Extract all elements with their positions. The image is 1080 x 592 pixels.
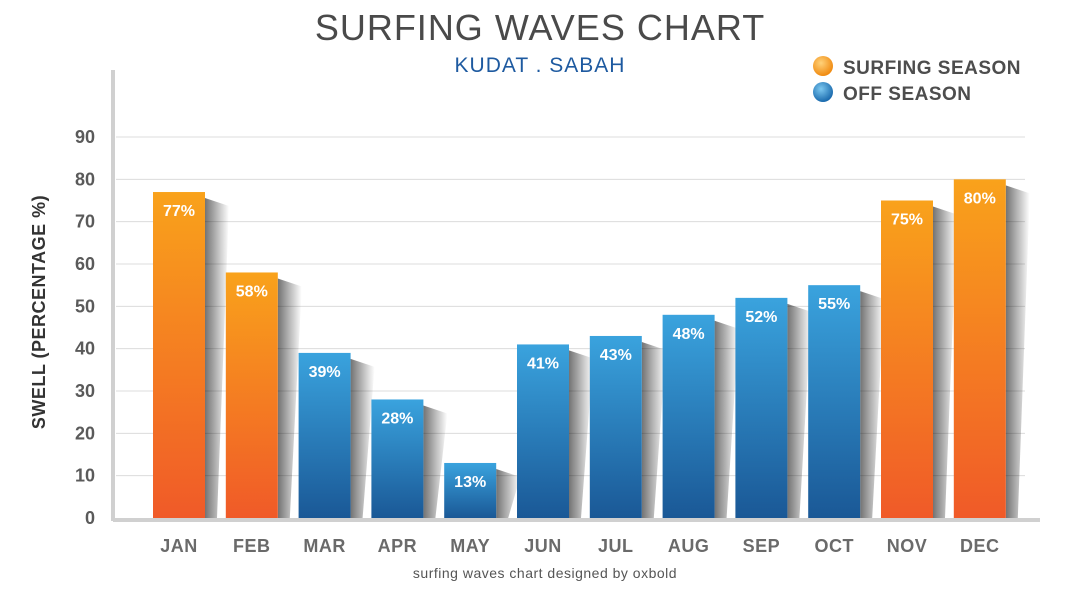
chart-credit: surfing waves chart designed by oxbold (413, 565, 677, 581)
data-label-jul: 43% (600, 347, 632, 364)
y-tick-label: 10 (75, 466, 95, 486)
x-tick-label-aug: AUG (668, 536, 710, 556)
data-label-aug: 48% (673, 326, 705, 343)
bar-group-jan: 77% (153, 192, 229, 519)
y-tick-label: 90 (75, 127, 95, 147)
legend-label-off-season: OFF SEASON (843, 84, 972, 105)
bar-group-nov: 75% (881, 200, 957, 518)
x-tick-label-jan: JAN (160, 536, 198, 556)
y-tick-label: 20 (75, 423, 95, 443)
x-tick-label-nov: NOV (887, 536, 928, 556)
bar-may (444, 462, 497, 518)
x-tick-label-feb: FEB (233, 536, 271, 556)
bar-shadow (277, 278, 302, 518)
data-label-jun: 41% (527, 355, 559, 372)
bar-group-sep: 52% (735, 297, 812, 518)
x-tick-label-may: MAY (450, 536, 490, 556)
data-label-apr: 28% (381, 410, 413, 427)
legend-swatch-surfing-season (813, 56, 833, 76)
bar-aug (662, 314, 715, 518)
x-tick-label-oct: OCT (814, 536, 854, 556)
x-tick-label-jun: JUN (524, 536, 562, 556)
bar-feb (225, 272, 278, 518)
legend-label-surfing-season: SURFING SEASON (843, 58, 1021, 79)
bar-mar (298, 352, 351, 518)
bar-shadow (496, 468, 521, 518)
x-tick-label-dec: DEC (960, 536, 1000, 556)
bar-group-aug: 48% (662, 314, 739, 518)
bar-dec (953, 179, 1006, 519)
bar-oct (808, 285, 861, 518)
data-label-feb: 58% (236, 283, 268, 300)
bar-group-jul: 43% (589, 335, 666, 518)
bar-shadow (1005, 185, 1030, 519)
chart-title: SURFING WAVES CHART (315, 7, 765, 48)
x-tick-label-jul: JUL (598, 536, 634, 556)
bar-shadow (641, 341, 666, 518)
bar-shadow (569, 350, 593, 518)
bar-shadow (933, 206, 957, 518)
x-tick-label-sep: SEP (743, 536, 781, 556)
bar-sep (735, 297, 788, 518)
bar-shadow (860, 291, 885, 518)
bar-group-jun: 41% (517, 344, 593, 518)
legend-swatch-off-season (813, 82, 833, 102)
bar-jul (589, 335, 642, 518)
bar-shadow (350, 358, 375, 518)
y-tick-label: 40 (75, 339, 95, 359)
y-tick-label: 30 (75, 381, 95, 401)
bar-shadow (423, 405, 448, 518)
y-tick-label: 50 (75, 296, 95, 316)
chart-subtitle: KUDAT . SABAH (455, 54, 626, 77)
bar-group-apr: 28% (371, 399, 448, 518)
bar-group-may: 13% (444, 462, 521, 518)
y-axis-label: SWELL (PERCENTAGE %) (29, 195, 49, 429)
y-tick-label: 60 (75, 254, 95, 274)
x-axis-categories: JAN FEB MAR APR MAY JUN JUL AUG SEP OCT NOV DEC (160, 536, 999, 556)
bar-group-dec: 80% (953, 179, 1030, 519)
bar-jan (153, 192, 205, 519)
bar-group-mar: 39% (298, 352, 375, 518)
x-tick-label-mar: MAR (303, 536, 346, 556)
bar-jun (517, 344, 569, 518)
bar-shadow (787, 303, 812, 518)
data-label-mar: 39% (309, 364, 341, 381)
bar-shadow (714, 320, 739, 518)
bar-nov (881, 200, 933, 518)
legend: SURFING SEASON OFF SEASON (813, 56, 1021, 105)
bar-shadow (205, 198, 229, 519)
data-label-oct: 55% (818, 296, 850, 313)
bar-apr (371, 399, 424, 518)
y-axis-ticks: 0 10 20 30 40 50 60 70 80 90 (75, 127, 95, 528)
data-label-jan: 77% (163, 203, 195, 220)
y-tick-label: 0 (85, 508, 95, 528)
data-label-sep: 52% (745, 309, 777, 326)
y-tick-label: 80 (75, 169, 95, 189)
data-label-may: 13% (454, 474, 486, 491)
data-label-dec: 80% (964, 190, 996, 207)
bars: 77% 58% 39% 28% 13% 41% 43% 48% 52% 55% 75% 80% (153, 179, 1030, 519)
data-label-nov: 75% (891, 212, 923, 229)
bar-group-oct: 55% (808, 285, 885, 518)
x-tick-label-apr: APR (378, 536, 418, 556)
y-tick-label: 70 (75, 212, 95, 232)
bar-group-feb: 58% (225, 272, 302, 518)
